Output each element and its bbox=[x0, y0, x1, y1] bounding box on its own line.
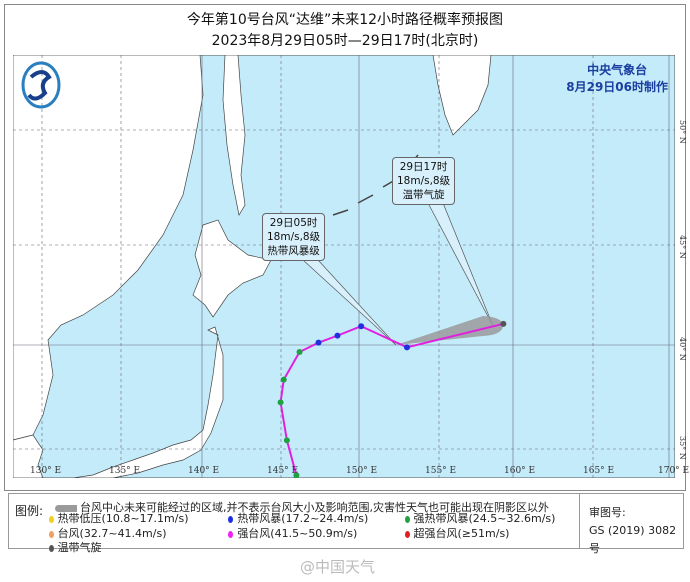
land-korea bbox=[13, 434, 44, 478]
track-point bbox=[277, 399, 284, 406]
legend-item: 强热带风暴(24.5~32.6m/s) bbox=[404, 510, 556, 526]
lat-label: 35° N bbox=[678, 436, 687, 460]
land-honshu bbox=[72, 326, 224, 478]
typhoon-symbol-icon bbox=[228, 530, 234, 538]
track-point bbox=[403, 344, 410, 351]
map-title: 今年第10号台风“达维”未来12小时路径概率预报图 bbox=[186, 12, 504, 28]
track-point bbox=[358, 323, 365, 330]
typhoon-symbol-icon bbox=[48, 515, 54, 523]
track-point bbox=[315, 339, 322, 346]
track-point bbox=[334, 332, 341, 339]
approval: 审图号: GS (2019) 3082号 bbox=[589, 504, 683, 558]
lon-label: 160° E bbox=[504, 466, 536, 476]
callout-level: 热带风暴级 bbox=[267, 245, 320, 257]
callout-forecast: 29日17时 18m/s,8级 温带气旋 bbox=[392, 157, 456, 205]
legend-item: 热带低压(10.8~17.1m/s) bbox=[48, 510, 189, 526]
lon-label: 170° E bbox=[658, 466, 690, 476]
legend-divider bbox=[579, 494, 580, 548]
cone-swatch-icon bbox=[55, 504, 77, 512]
callout-level: 温带气旋 bbox=[402, 189, 445, 201]
callout-wind: 18m/s,8级 bbox=[267, 231, 321, 243]
callout-time: 29日05时 bbox=[269, 217, 318, 229]
legend-cone: 台风中心未来可能经过的区域,并不表示台风大小及影响范围,灾害性天气也可能出现在阴… bbox=[55, 499, 549, 515]
callout-time: 29日17时 bbox=[399, 161, 448, 173]
lat-label: 40° N bbox=[678, 337, 687, 361]
lon-label: 165° E bbox=[583, 466, 615, 476]
typhoon-symbol-icon bbox=[404, 515, 410, 523]
legend-item: 温带气旋 bbox=[48, 539, 102, 555]
lon-label: 135° E bbox=[109, 466, 141, 476]
typhoon-track-map bbox=[13, 55, 675, 478]
watermark: @中国天气 bbox=[300, 558, 376, 576]
approval-number: GS (2019) 3082号 bbox=[589, 524, 677, 555]
track-point bbox=[500, 320, 507, 327]
legend-item-label: 强热带风暴(24.5~32.6m/s) bbox=[413, 512, 556, 525]
callout-current: 29日05时 18m/s,8级 热带风暴级 bbox=[262, 213, 326, 261]
legend-item-label: 热带风暴(17.2~24.4m/s) bbox=[237, 512, 369, 525]
lon-label: 140° E bbox=[188, 466, 220, 476]
callout-wind: 18m/s,8级 bbox=[397, 175, 451, 187]
issue-time: 8月29日06时制作 bbox=[566, 80, 668, 94]
legend-item: 超强台风(≥51m/s) bbox=[404, 525, 510, 541]
map-subtitle: 2023年8月29日05时—29日17时(北京时) bbox=[211, 33, 479, 49]
track-point bbox=[280, 376, 287, 383]
lon-label: 145° E bbox=[267, 466, 299, 476]
issuer-name: 中央气象台 bbox=[587, 63, 648, 77]
legend-item-label: 强台风(41.5~50.9m/s) bbox=[237, 527, 358, 540]
land-kamchatka bbox=[432, 55, 492, 136]
typhoon-symbol-icon bbox=[48, 544, 54, 552]
legend-cone-text: 台风中心未来可能经过的区域,并不表示台风大小及影响范围,灾害性天气也可能出现在阴… bbox=[80, 501, 549, 514]
track bbox=[277, 320, 507, 478]
lon-label: 155° E bbox=[425, 466, 457, 476]
map-frame bbox=[4, 4, 686, 491]
track-point bbox=[296, 348, 303, 355]
typhoon-symbol-icon bbox=[48, 530, 54, 538]
land-mainland bbox=[13, 55, 204, 441]
graticule bbox=[13, 55, 675, 478]
legend-item-label: 热带低压(10.8~17.1m/s) bbox=[57, 512, 189, 525]
issuer: 中央气象台 8月29日06时制作 bbox=[566, 62, 668, 96]
legend-item-label: 超强台风(≥51m/s) bbox=[413, 527, 510, 540]
legend-title: 图例: bbox=[15, 504, 44, 518]
lat-label: 50° N bbox=[678, 120, 687, 144]
legend: 图例: 台风中心未来可能经过的区域,并不表示台风大小及影响范围,灾害性天气也可能… bbox=[8, 493, 684, 555]
forecast-cone bbox=[396, 316, 503, 345]
typhoon-symbol-icon bbox=[404, 530, 410, 538]
track-line bbox=[279, 322, 504, 476]
land-hokkaido bbox=[192, 219, 272, 318]
track-point bbox=[293, 472, 300, 478]
legend-item: 强台风(41.5~50.9m/s) bbox=[228, 525, 357, 541]
cma-logo bbox=[21, 61, 61, 109]
legend-item: 台风(32.7~41.4m/s) bbox=[48, 525, 167, 541]
legend-item: 热带风暴(17.2~24.4m/s) bbox=[228, 510, 368, 526]
legend-item-label: 台风(32.7~41.4m/s) bbox=[57, 527, 167, 540]
lon-label: 130° E bbox=[30, 466, 62, 476]
track-point bbox=[283, 437, 290, 444]
typhoon-symbol-icon bbox=[228, 515, 234, 523]
lon-label: 150° E bbox=[346, 466, 378, 476]
lat-label: 45° N bbox=[678, 235, 687, 259]
approval-label: 审图号: bbox=[589, 506, 626, 519]
legend-item-label: 温带气旋 bbox=[57, 541, 102, 554]
